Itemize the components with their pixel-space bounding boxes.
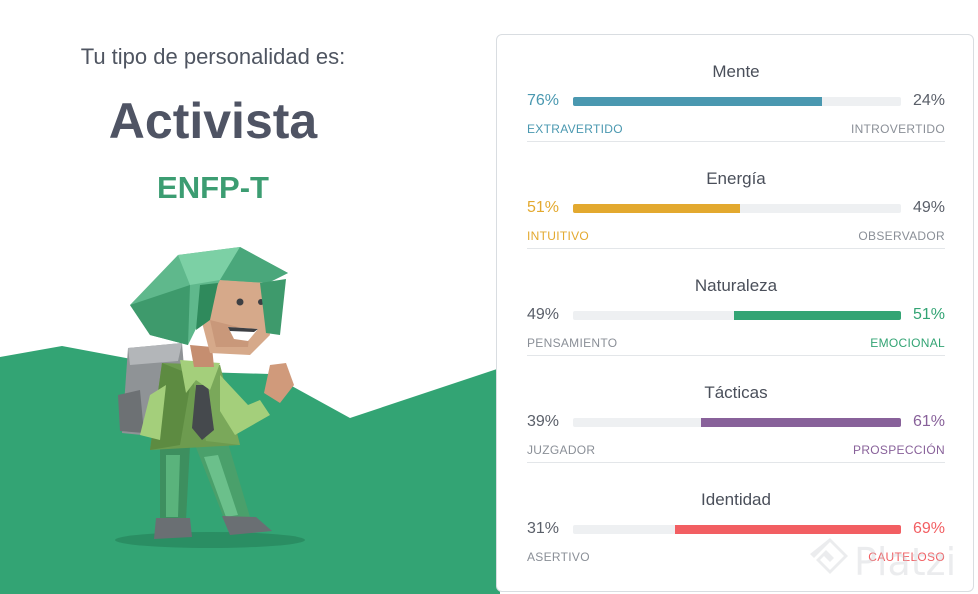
trait-right-label: EMOCIONAL xyxy=(870,336,945,350)
traits-card: Mente 76% 24% EXTRAVERTIDO INTROVERTIDO … xyxy=(496,34,974,592)
trait-left-label: INTUITIVO xyxy=(527,229,590,243)
trait-left-percent: 51% xyxy=(527,199,560,216)
trait-bar-fill xyxy=(700,418,901,427)
trait-right-label: OBSERVADOR xyxy=(858,229,945,243)
trait-right-label: PROSPECCIÓN xyxy=(853,443,945,457)
trait-title: Naturaleza xyxy=(694,276,778,295)
trait-title: Identidad xyxy=(701,490,771,509)
personality-type-code: ENFP-T xyxy=(157,170,269,205)
trait-right-percent: 51% xyxy=(912,306,945,323)
trait-left-percent: 76% xyxy=(527,92,560,109)
trait-left-percent: 39% xyxy=(527,413,560,430)
trait-left-label: PENSAMIENTO xyxy=(527,336,618,350)
trait-right-label: CAUTELOSO xyxy=(868,550,945,564)
trait-bar-track xyxy=(573,97,901,106)
trait-divider xyxy=(527,141,945,142)
trait-right-percent: 49% xyxy=(912,199,945,216)
trait-right-percent: 69% xyxy=(912,520,945,537)
trait-row-tactics: Tácticas 39% 61% JUZGADOR PROSPECCIÓN xyxy=(527,356,945,463)
trait-title: Mente xyxy=(712,62,760,81)
activist-character-illustration xyxy=(118,247,294,539)
trait-row-mind: Mente 76% 24% EXTRAVERTIDO INTROVERTIDO xyxy=(527,35,945,142)
trait-row-energy: Energía 51% 49% INTUITIVO OBSERVADOR xyxy=(527,142,945,249)
personality-type-name: Activista xyxy=(108,93,318,149)
trait-right-percent: 24% xyxy=(912,92,945,109)
trait-title: Tácticas xyxy=(704,383,768,402)
trait-left-percent: 49% xyxy=(527,306,560,323)
trait-left-percent: 31% xyxy=(527,520,560,537)
trait-divider xyxy=(527,355,945,356)
trait-bar-track xyxy=(573,418,901,427)
trait-bar-track xyxy=(573,204,901,213)
platzi-watermark: Platzi xyxy=(808,534,978,588)
trait-left-label: JUZGADOR xyxy=(527,443,596,457)
trait-title: Energía xyxy=(706,169,766,188)
trait-bar-fill xyxy=(733,311,901,320)
trait-divider xyxy=(527,248,945,249)
trait-right-percent: 61% xyxy=(912,413,945,430)
result-subtitle: Tu tipo de personalidad es: xyxy=(80,44,346,69)
trait-row-identity: Identidad 31% 69% ASERTIVO CAUTELOSO xyxy=(527,463,945,570)
watermark-text: Platzi xyxy=(854,540,957,584)
trait-bar-fill xyxy=(674,525,901,534)
platzi-logo-icon xyxy=(810,538,848,574)
trait-bar-fill xyxy=(573,97,823,106)
trait-left-label: EXTRAVERTIDO xyxy=(527,122,623,136)
trait-bar-track xyxy=(573,311,901,320)
trait-row-nature: Naturaleza 49% 51% PENSAMIENTO EMOCIONAL xyxy=(527,249,945,356)
trait-bar-fill xyxy=(573,204,741,213)
trait-left-label: ASERTIVO xyxy=(527,550,590,564)
trait-divider xyxy=(527,462,945,463)
trait-right-label: INTROVERTIDO xyxy=(850,122,945,136)
personality-result-panel: Tu tipo de personalidad es: Activista EN… xyxy=(0,44,500,594)
trait-bar-track xyxy=(573,525,901,534)
